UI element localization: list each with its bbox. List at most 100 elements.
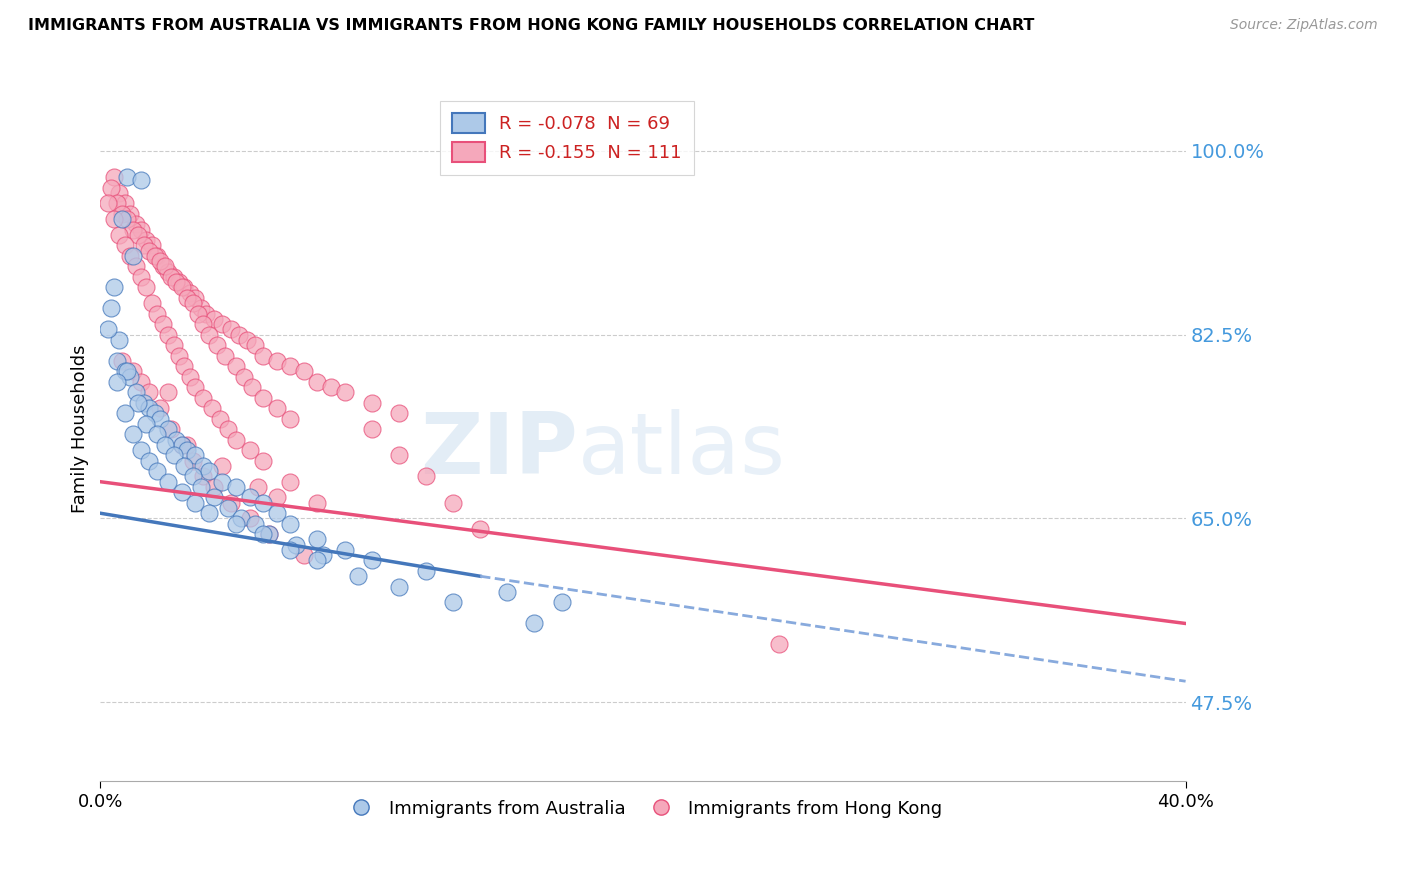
Point xyxy=(167,349,190,363)
Point xyxy=(239,443,262,458)
Point xyxy=(124,385,146,400)
Point xyxy=(149,254,172,268)
Point xyxy=(193,469,215,483)
Point xyxy=(198,327,221,342)
Point xyxy=(143,407,166,421)
Point xyxy=(441,595,464,609)
Point xyxy=(138,244,160,258)
Point xyxy=(307,553,329,567)
Point xyxy=(252,454,274,468)
Point xyxy=(129,375,152,389)
Point xyxy=(266,506,288,520)
Point xyxy=(768,638,790,652)
Point xyxy=(278,543,301,558)
Point xyxy=(181,469,204,483)
Point xyxy=(257,527,280,541)
Point xyxy=(228,327,250,342)
Point xyxy=(231,511,253,525)
Point xyxy=(103,170,125,185)
Point xyxy=(225,480,247,494)
Point xyxy=(307,533,329,547)
Point xyxy=(124,218,146,232)
Point xyxy=(193,458,215,473)
Point xyxy=(225,359,247,374)
Point xyxy=(496,585,519,599)
Point xyxy=(193,317,215,331)
Point xyxy=(127,227,149,242)
Point xyxy=(152,317,174,331)
Point xyxy=(176,443,198,458)
Point xyxy=(225,433,247,447)
Point xyxy=(100,301,122,316)
Point xyxy=(219,322,242,336)
Point xyxy=(111,207,134,221)
Point xyxy=(217,500,239,515)
Point xyxy=(198,464,221,478)
Point xyxy=(176,438,198,452)
Point xyxy=(173,280,195,294)
Point xyxy=(198,506,221,520)
Point xyxy=(129,173,152,187)
Point xyxy=(246,480,269,494)
Point xyxy=(292,548,315,562)
Point xyxy=(252,349,274,363)
Point xyxy=(160,269,183,284)
Point xyxy=(266,491,288,505)
Point xyxy=(141,238,163,252)
Point xyxy=(138,401,160,416)
Point xyxy=(146,307,169,321)
Point xyxy=(120,207,142,221)
Point xyxy=(120,249,142,263)
Point xyxy=(157,385,180,400)
Point xyxy=(108,186,131,200)
Point xyxy=(124,260,146,274)
Point xyxy=(162,269,184,284)
Point xyxy=(170,438,193,452)
Point xyxy=(155,260,177,274)
Point xyxy=(129,443,152,458)
Point xyxy=(266,401,288,416)
Point xyxy=(122,223,145,237)
Point xyxy=(146,464,169,478)
Point xyxy=(278,475,301,489)
Point xyxy=(135,280,157,294)
Point xyxy=(111,354,134,368)
Point xyxy=(193,391,215,405)
Point xyxy=(388,580,411,594)
Point xyxy=(470,522,492,536)
Point xyxy=(122,427,145,442)
Point xyxy=(170,280,193,294)
Point xyxy=(120,369,142,384)
Point xyxy=(388,407,411,421)
Text: IMMIGRANTS FROM AUSTRALIA VS IMMIGRANTS FROM HONG KONG FAMILY HOUSEHOLDS CORRELA: IMMIGRANTS FROM AUSTRALIA VS IMMIGRANTS … xyxy=(28,18,1035,33)
Point xyxy=(239,511,262,525)
Point xyxy=(157,327,180,342)
Point xyxy=(187,307,209,321)
Point xyxy=(240,380,263,394)
Point xyxy=(170,485,193,500)
Point xyxy=(202,480,225,494)
Point xyxy=(266,354,288,368)
Point xyxy=(117,212,139,227)
Point xyxy=(360,553,382,567)
Y-axis label: Family Households: Family Households xyxy=(72,345,89,514)
Point xyxy=(307,496,329,510)
Point xyxy=(143,249,166,263)
Point xyxy=(157,475,180,489)
Point xyxy=(127,396,149,410)
Point xyxy=(236,333,259,347)
Point xyxy=(184,449,207,463)
Text: ZIP: ZIP xyxy=(420,409,578,491)
Point xyxy=(129,269,152,284)
Point xyxy=(333,543,356,558)
Point xyxy=(155,438,177,452)
Point xyxy=(141,296,163,310)
Point xyxy=(105,375,128,389)
Point xyxy=(179,369,201,384)
Point xyxy=(284,538,307,552)
Point xyxy=(292,364,315,378)
Point xyxy=(243,338,266,352)
Point xyxy=(239,491,262,505)
Point xyxy=(111,212,134,227)
Point xyxy=(190,301,212,316)
